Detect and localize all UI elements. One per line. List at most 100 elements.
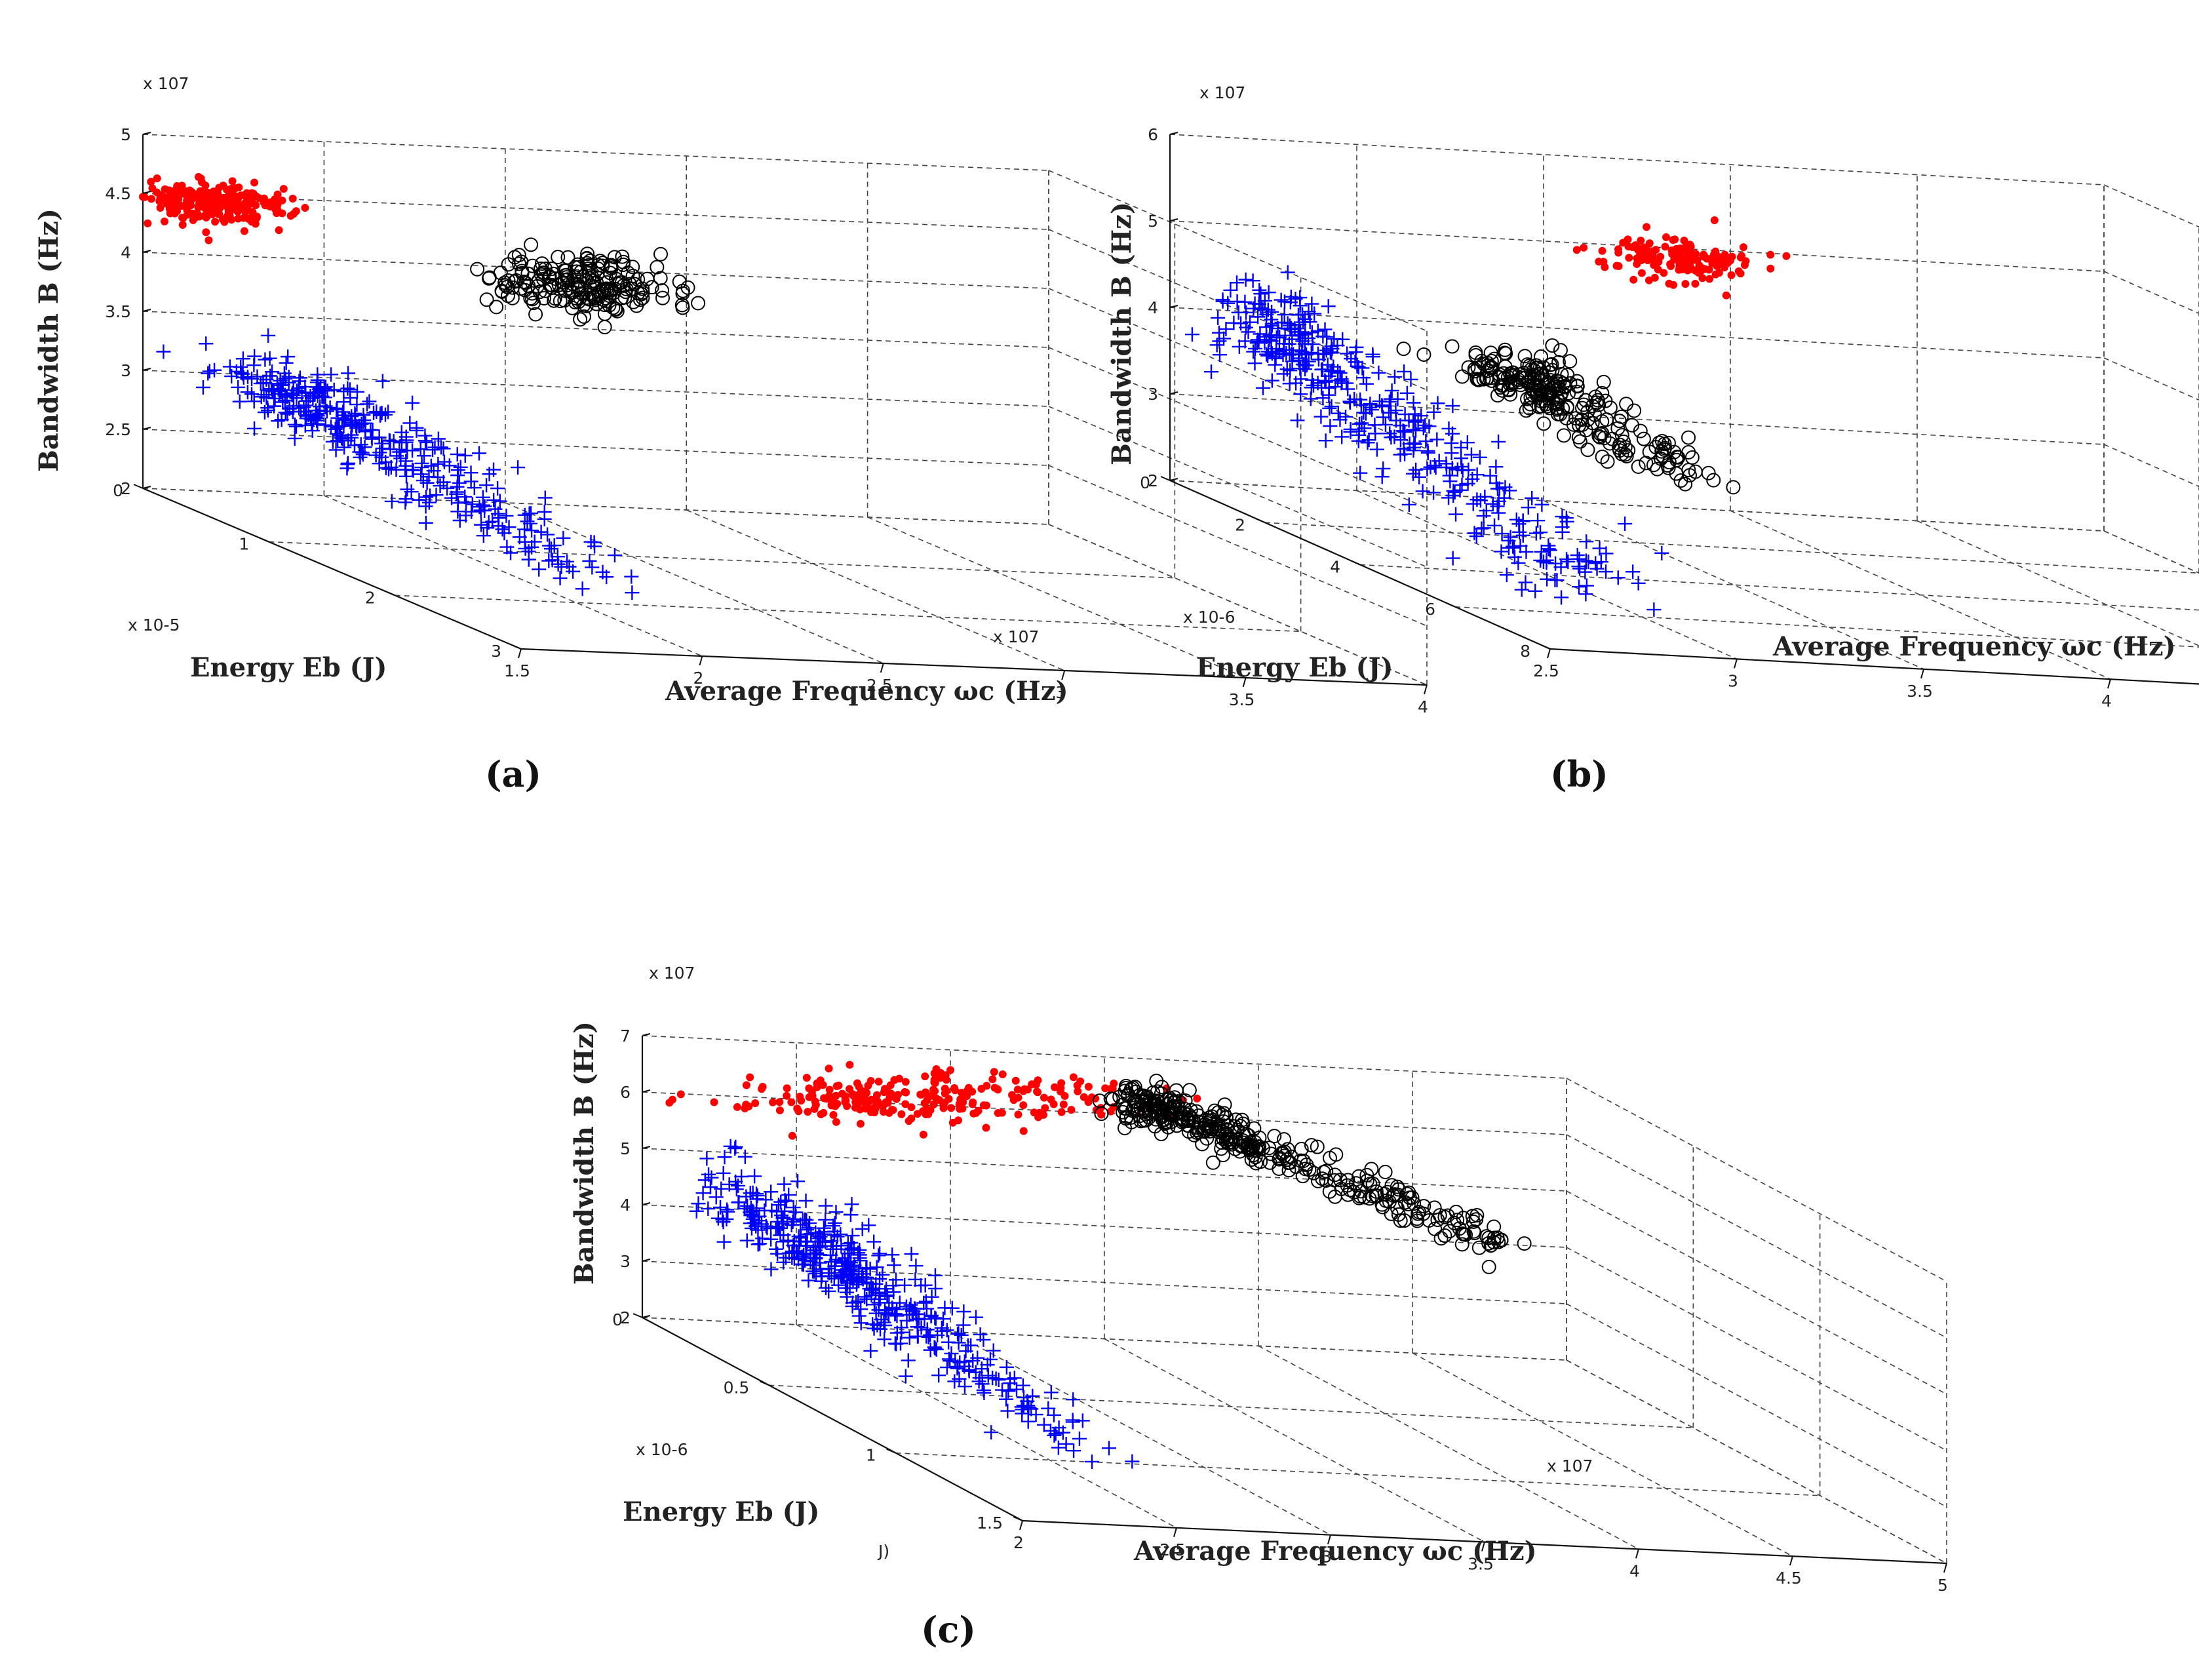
side-wall-gridline xyxy=(1048,170,1428,332)
data-point xyxy=(1526,383,1541,398)
data-point xyxy=(1352,1169,1367,1184)
data-point xyxy=(889,1325,905,1340)
data-point xyxy=(325,434,340,449)
data-point xyxy=(1248,1150,1263,1165)
data-point xyxy=(576,309,591,324)
data-point xyxy=(317,381,332,396)
data-point xyxy=(517,534,532,549)
data-point xyxy=(247,349,262,364)
data-point xyxy=(571,260,586,275)
series-class-3 xyxy=(1184,265,1669,617)
data-point xyxy=(838,1264,853,1279)
side-wall-gridline xyxy=(1566,1190,1947,1395)
data-point xyxy=(1637,237,1645,245)
data-point xyxy=(406,463,421,478)
data-point xyxy=(1447,485,1462,500)
data-point xyxy=(232,394,247,409)
data-point xyxy=(405,395,420,410)
data-point xyxy=(1643,223,1651,231)
data-point xyxy=(586,280,601,295)
data-point xyxy=(1503,530,1518,545)
data-point xyxy=(1536,554,1551,569)
data-point xyxy=(1418,434,1433,449)
data-point xyxy=(1397,407,1412,422)
data-point xyxy=(968,1365,983,1380)
data-point xyxy=(1637,256,1646,265)
data-point xyxy=(1596,374,1611,389)
data-point xyxy=(1059,1436,1074,1451)
data-point xyxy=(1514,582,1529,597)
data-point xyxy=(615,257,631,272)
data-point xyxy=(1231,305,1246,320)
data-point xyxy=(764,1221,779,1236)
data-point xyxy=(1631,459,1646,475)
data-point xyxy=(1433,1231,1449,1246)
data-point xyxy=(1660,458,1675,473)
data-point xyxy=(1579,534,1594,549)
data-point xyxy=(1251,334,1266,349)
data-point xyxy=(626,294,641,309)
panel-c-y-axis-label: Average Frequency ωc (Hz) xyxy=(1133,1536,1537,1567)
y-tick-mark xyxy=(1734,659,1738,669)
data-point xyxy=(1260,302,1275,317)
data-point xyxy=(1353,465,1368,480)
data-point xyxy=(1255,380,1270,395)
data-point xyxy=(1487,1235,1502,1250)
data-point xyxy=(474,517,489,532)
y-tick-mark xyxy=(1242,677,1247,688)
data-point xyxy=(1274,315,1289,330)
data-point xyxy=(340,381,355,396)
data-point xyxy=(963,1086,972,1095)
z-tick-mark xyxy=(142,132,151,135)
data-point xyxy=(990,1084,999,1092)
z-tick-label: 2 xyxy=(1148,471,1158,490)
data-point xyxy=(1574,412,1589,427)
side-wall-gridline xyxy=(1048,347,1428,509)
data-point xyxy=(817,1110,825,1118)
data-point xyxy=(1176,1113,1191,1128)
data-point xyxy=(1637,269,1646,277)
data-point xyxy=(697,1173,712,1188)
data-point xyxy=(956,1104,964,1113)
x-axis-line xyxy=(642,1317,1023,1521)
data-point xyxy=(409,420,424,435)
data-point xyxy=(250,178,259,187)
y-axis-line xyxy=(520,648,1428,686)
data-point xyxy=(1662,455,1677,470)
x-tick-label: 0 xyxy=(113,481,123,500)
data-point xyxy=(573,312,588,327)
data-point xyxy=(1275,1145,1290,1160)
data-point xyxy=(233,194,242,203)
floor-gridline xyxy=(2103,530,2199,574)
panel-a-label: (a) xyxy=(485,753,541,795)
data-point xyxy=(858,1087,866,1096)
data-point xyxy=(1680,236,1688,244)
data-point xyxy=(517,507,532,522)
data-point xyxy=(1264,304,1279,319)
data-point xyxy=(1706,473,1721,488)
data-point xyxy=(1588,389,1603,404)
data-point xyxy=(491,511,506,526)
data-point xyxy=(1232,339,1247,354)
data-point xyxy=(1469,372,1485,387)
data-point xyxy=(1258,320,1274,335)
floor-gridline xyxy=(950,1331,1331,1536)
data-point xyxy=(537,511,552,526)
y-tick-label: 3 xyxy=(1728,671,1738,690)
data-point xyxy=(794,1107,803,1116)
data-point xyxy=(516,274,532,289)
data-point xyxy=(1742,257,1750,265)
data-point xyxy=(857,1289,872,1304)
data-point xyxy=(931,1087,939,1095)
data-point xyxy=(998,1108,1006,1117)
z-tick-mark xyxy=(642,1202,651,1205)
data-point xyxy=(764,1184,779,1200)
data-point xyxy=(899,1299,914,1314)
data-point xyxy=(655,290,670,305)
data-point xyxy=(1130,1102,1145,1117)
z-tick-label: 4 xyxy=(121,243,131,262)
panel-b-x-axis-label: Energy Eb (J) xyxy=(1196,652,1393,683)
data-point xyxy=(1009,1382,1024,1397)
data-point xyxy=(796,1247,811,1262)
data-point xyxy=(1236,1126,1251,1141)
